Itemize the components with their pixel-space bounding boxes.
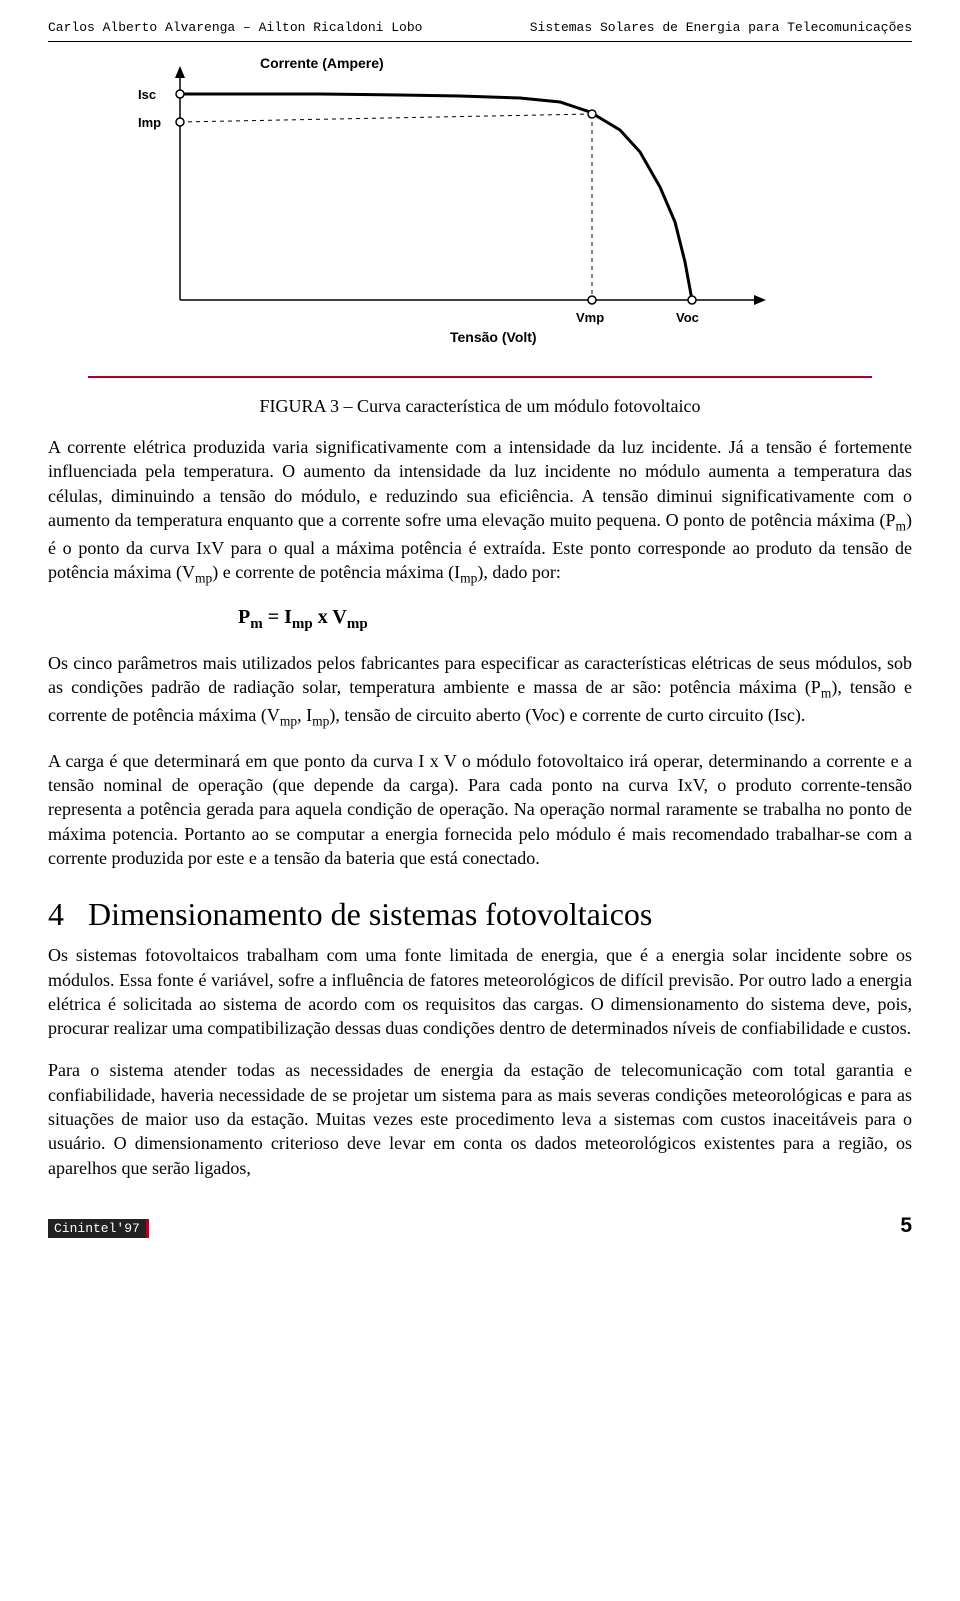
paragraph-5: Para o sistema atender todas as necessid… bbox=[48, 1058, 912, 1179]
section-heading: 4 Dimensionamento de sistemas fotovoltai… bbox=[48, 896, 912, 933]
f-I: I bbox=[284, 606, 292, 628]
p2-c: , I bbox=[297, 705, 312, 725]
section-number: 4 bbox=[48, 896, 64, 932]
paragraph-2: Os cinco parâmetros mais utilizados pelo… bbox=[48, 651, 912, 731]
f-V: V bbox=[332, 606, 346, 628]
section-title: Dimensionamento de sistemas fotovoltaico… bbox=[88, 896, 652, 932]
header-authors: Carlos Alberto Alvarenga – Ailton Ricald… bbox=[48, 20, 422, 35]
sub-m2: m bbox=[821, 686, 832, 701]
svg-text:Isc: Isc bbox=[138, 87, 156, 102]
f-P: P bbox=[238, 606, 250, 628]
sub-mp4: mp bbox=[312, 714, 329, 729]
paragraph-4: Os sistemas fotovoltaicos trabalham com … bbox=[48, 943, 912, 1040]
paragraph-1: A corrente elétrica produzida varia sign… bbox=[48, 435, 912, 588]
p1-a: A corrente elétrica produzida varia sign… bbox=[48, 437, 912, 530]
sub-mp2: mp bbox=[460, 571, 477, 586]
page-header: Carlos Alberto Alvarenga – Ailton Ricald… bbox=[48, 20, 912, 35]
f-m: m bbox=[250, 616, 263, 632]
f-mp2: mp bbox=[347, 616, 368, 632]
f-eq: = bbox=[263, 606, 284, 628]
footer-logo: Cinintel'97 bbox=[48, 1219, 149, 1238]
figure-caption: FIGURA 3 – Curva característica de um mó… bbox=[48, 396, 912, 417]
formula-pmax: Pm = Imp x Vmp bbox=[238, 606, 912, 633]
p1-d: ), dado por: bbox=[477, 562, 560, 582]
p2-d: ), tensão de circuito aberto (Voc) e cor… bbox=[329, 705, 805, 725]
svg-text:Corrente (Ampere): Corrente (Ampere) bbox=[260, 55, 384, 71]
svg-text:Vmp: Vmp bbox=[576, 310, 604, 325]
p2-a: Os cinco parâmetros mais utilizados pelo… bbox=[48, 653, 912, 697]
sub-mp: mp bbox=[195, 571, 212, 586]
header-underline bbox=[48, 41, 912, 42]
figure-iv-curve: Corrente (Ampere) Tensão (Volt) Isc Imp Vmp V… bbox=[48, 52, 912, 372]
svg-text:Tensão (Volt): Tensão (Volt) bbox=[450, 329, 537, 345]
header-title-right: Sistemas Solares de Energia para Telecom… bbox=[530, 20, 912, 35]
svg-text:Voc: Voc bbox=[676, 310, 699, 325]
sub-m: m bbox=[895, 518, 906, 533]
sub-mp3: mp bbox=[280, 714, 297, 729]
iv-curve-svg: Corrente (Ampere) Tensão (Volt) Isc Imp Vmp V… bbox=[120, 52, 840, 372]
f-x: x bbox=[313, 606, 333, 628]
figure-underline bbox=[88, 376, 872, 378]
page-footer: Cinintel'97 5 bbox=[48, 1214, 912, 1238]
svg-text:Imp: Imp bbox=[138, 115, 161, 130]
f-mp1: mp bbox=[292, 616, 313, 632]
p1-c: ) e corrente de potência máxima (I bbox=[212, 562, 460, 582]
paragraph-3: A carga é que determinará em que ponto d… bbox=[48, 749, 912, 870]
page-number: 5 bbox=[900, 1214, 912, 1238]
